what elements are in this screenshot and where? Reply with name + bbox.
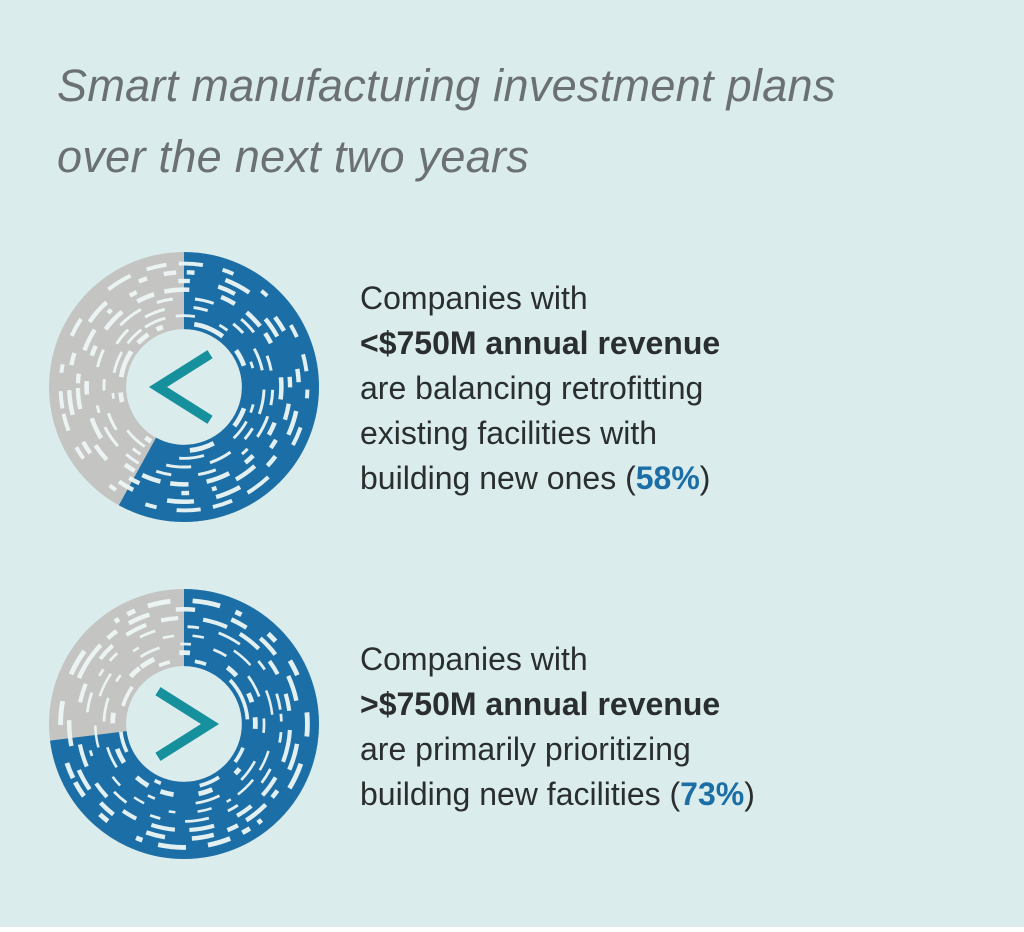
greater-than-icon — [155, 687, 220, 761]
stat-suffix: ) — [744, 776, 755, 812]
caption-body: existing facilities with — [360, 415, 657, 451]
caption-stat-line: building new ones (58%) — [360, 456, 720, 501]
less-than-icon — [148, 350, 213, 424]
bottom-border — [0, 927, 1024, 932]
caption-stat-line: building new facilities (73%) — [360, 772, 755, 817]
page-title-line1: Smart manufacturing investment plans — [57, 60, 836, 111]
caption-intro: Companies with — [360, 641, 588, 677]
page-title: Smart manufacturing investment plans ove… — [57, 50, 836, 192]
page-title-line2: over the next two years — [57, 131, 530, 182]
caption-revenue-bold: <$750M annual revenue — [360, 325, 721, 361]
stat-percent: 58% — [635, 460, 700, 496]
caption-under-750m: Companies with <$750M annual revenue are… — [360, 276, 720, 501]
caption-body: are balancing retrofitting — [360, 370, 704, 406]
stat-prefix: building new ones ( — [360, 460, 636, 496]
stat-percent: 73% — [680, 776, 745, 812]
caption-intro: Companies with — [360, 280, 588, 316]
donut-chart-over-750m — [49, 589, 319, 859]
caption-body: are primarily prioritizing — [360, 731, 691, 767]
stat-prefix: building new facilities ( — [360, 776, 681, 812]
caption-over-750m: Companies with >$750M annual revenue are… — [360, 637, 755, 817]
stat-suffix: ) — [699, 460, 711, 496]
caption-revenue-bold: >$750M annual revenue — [360, 686, 721, 722]
donut-chart-under-750m — [49, 252, 319, 522]
